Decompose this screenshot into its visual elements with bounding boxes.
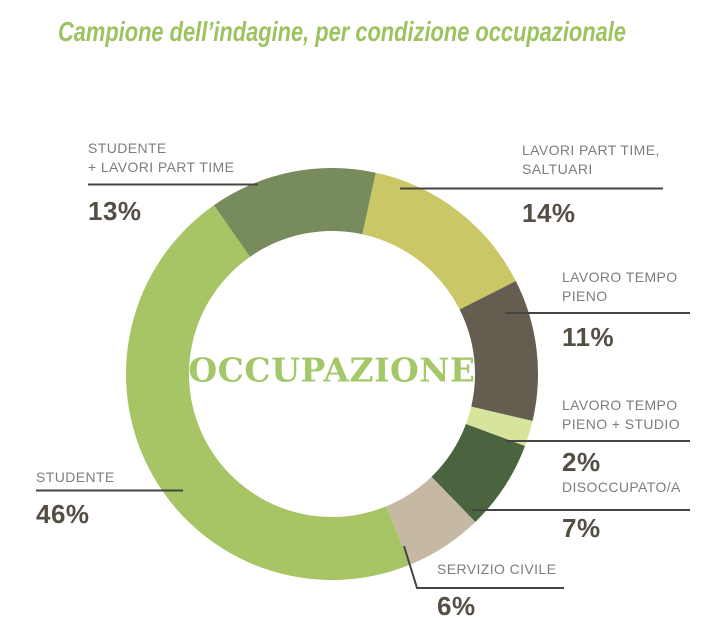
segment-pct-lavoro-tempo-pieno-studio: 2%	[562, 447, 601, 477]
donut-segment-2	[459, 281, 538, 421]
segment-label-studente-part-time: STUDENTE + LAVORI PART TIME	[88, 140, 235, 175]
segment-label-disoccupato: DISOCCUPATO/A	[562, 479, 681, 495]
segment-pct-studente-part-time: 13%	[88, 196, 142, 226]
segment-label-studente: STUDENTE	[36, 469, 115, 485]
segment-pct-disoccupato: 7%	[562, 513, 601, 543]
donut-segment-0	[213, 168, 376, 257]
segment-label-lavori-part-time-saltuari: LAVORI PART TIME, SALTUARI	[522, 142, 660, 177]
donut-segment-5	[386, 476, 476, 565]
donut-segments	[126, 168, 538, 580]
segment-pct-studente: 46%	[36, 499, 90, 529]
leader-line-servizio-civile	[403, 545, 564, 589]
donut-segment-1	[362, 172, 516, 310]
leader-lines	[36, 183, 690, 589]
segment-pct-servizio-civile: 6%	[437, 591, 476, 621]
donut-center-label: OCCUPAZIONE	[188, 350, 476, 390]
segment-label-servizio-civile: SERVIZIO CIVILE	[437, 561, 557, 577]
donut-segment-4	[431, 423, 526, 522]
donut-segment-3	[465, 406, 533, 446]
segment-label-lavoro-tempo-pieno-studio: LAVORO TEMPO PIENO + STUDIO	[562, 397, 681, 432]
segment-label-lavoro-tempo-pieno: LAVORO TEMPO PIENO	[562, 269, 678, 304]
segment-pct-lavori-part-time-saltuari: 14%	[522, 198, 576, 228]
donut-segment-6	[126, 205, 411, 580]
page-title: Campione dell’indagine, per condizione o…	[58, 16, 626, 47]
segment-pct-lavoro-tempo-pieno: 11%	[562, 322, 615, 352]
